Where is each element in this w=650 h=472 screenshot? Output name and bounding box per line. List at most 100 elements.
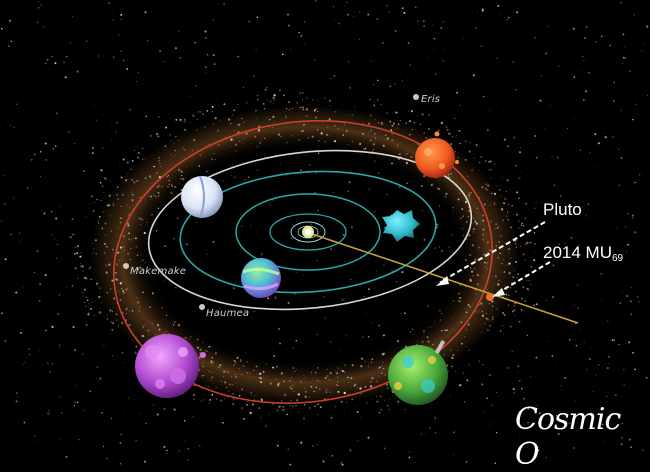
belt-particle	[516, 213, 518, 216]
belt-particle	[291, 108, 293, 110]
belt-particle	[250, 391, 253, 394]
star	[197, 110, 200, 113]
belt-particle	[244, 370, 246, 371]
belt-particle	[430, 326, 431, 328]
star	[475, 27, 478, 30]
belt-particle	[444, 195, 446, 197]
belt-particle	[260, 381, 263, 384]
belt-particle	[255, 109, 257, 112]
belt-particle	[508, 272, 511, 275]
belt-particle	[245, 132, 248, 135]
belt-particle	[293, 370, 295, 373]
belt-particle	[449, 349, 452, 352]
belt-particle	[479, 170, 480, 171]
star	[189, 122, 191, 124]
belt-particle	[437, 333, 438, 334]
star	[601, 423, 604, 426]
star	[574, 400, 576, 402]
star	[606, 395, 608, 398]
star	[298, 31, 300, 34]
belt-particle	[522, 286, 525, 289]
belt-particle	[512, 310, 514, 313]
belt-particle	[289, 404, 291, 407]
star	[166, 449, 168, 452]
belt-particle	[487, 199, 489, 201]
star	[568, 422, 571, 425]
belt-particle	[296, 399, 299, 402]
star	[408, 120, 412, 123]
belt-particle	[85, 296, 87, 298]
star	[521, 222, 523, 225]
belt-particle	[233, 130, 235, 132]
star	[494, 462, 497, 465]
star	[39, 283, 41, 286]
star	[179, 56, 182, 59]
star	[486, 397, 488, 400]
belt-particle	[77, 277, 79, 280]
star	[498, 188, 501, 191]
belt-particle	[509, 244, 511, 246]
star	[52, 148, 55, 150]
belt-particle	[411, 111, 413, 113]
belt-particle	[334, 140, 337, 143]
belt-particle	[117, 266, 118, 267]
star	[10, 233, 12, 236]
belt-particle	[508, 262, 511, 265]
belt-particle	[148, 175, 151, 178]
star	[645, 376, 648, 379]
star	[287, 24, 290, 27]
belt-particle	[359, 387, 362, 390]
belt-particle	[506, 179, 509, 182]
star	[290, 412, 292, 414]
belt-particle	[235, 374, 237, 376]
belt-particle	[397, 123, 400, 125]
belt-particle	[530, 263, 532, 265]
belt-particle	[481, 314, 485, 317]
star	[388, 408, 390, 411]
belt-particle	[343, 125, 345, 127]
belt-particle	[246, 401, 248, 402]
belt-particle	[507, 294, 510, 297]
star	[518, 176, 521, 180]
star	[189, 96, 191, 98]
belt-particle	[416, 114, 418, 117]
belt-particle	[389, 398, 391, 400]
star	[534, 135, 536, 137]
belt-particle	[371, 377, 374, 379]
star	[85, 40, 88, 43]
star	[206, 53, 209, 56]
star	[403, 11, 406, 14]
star	[604, 440, 606, 442]
belt-particle	[135, 352, 137, 355]
belt-particle	[485, 312, 487, 314]
belt-particle	[452, 300, 455, 302]
belt-particle	[130, 259, 131, 260]
belt-particle	[351, 398, 353, 401]
label-makemake: Makemake	[130, 266, 187, 277]
belt-particle	[93, 314, 96, 316]
belt-particle	[495, 228, 497, 230]
belt-particle	[520, 224, 523, 226]
star	[186, 121, 188, 122]
belt-particle	[132, 237, 135, 240]
belt-particle	[273, 98, 276, 101]
belt-particle	[304, 387, 306, 389]
star	[427, 114, 430, 116]
star	[37, 6, 40, 9]
star	[248, 20, 251, 23]
belt-particle	[423, 175, 426, 178]
star	[583, 60, 585, 62]
belt-particle	[101, 301, 102, 303]
belt-particle	[95, 252, 98, 255]
belt-particle	[469, 141, 471, 144]
star	[282, 406, 285, 408]
belt-particle	[472, 217, 474, 219]
star	[19, 241, 21, 243]
belt-particle	[487, 289, 489, 290]
belt-particle	[276, 409, 279, 412]
star	[123, 410, 125, 412]
belt-particle	[266, 390, 268, 392]
belt-particle	[334, 125, 336, 127]
star	[631, 217, 634, 219]
star	[585, 214, 588, 216]
